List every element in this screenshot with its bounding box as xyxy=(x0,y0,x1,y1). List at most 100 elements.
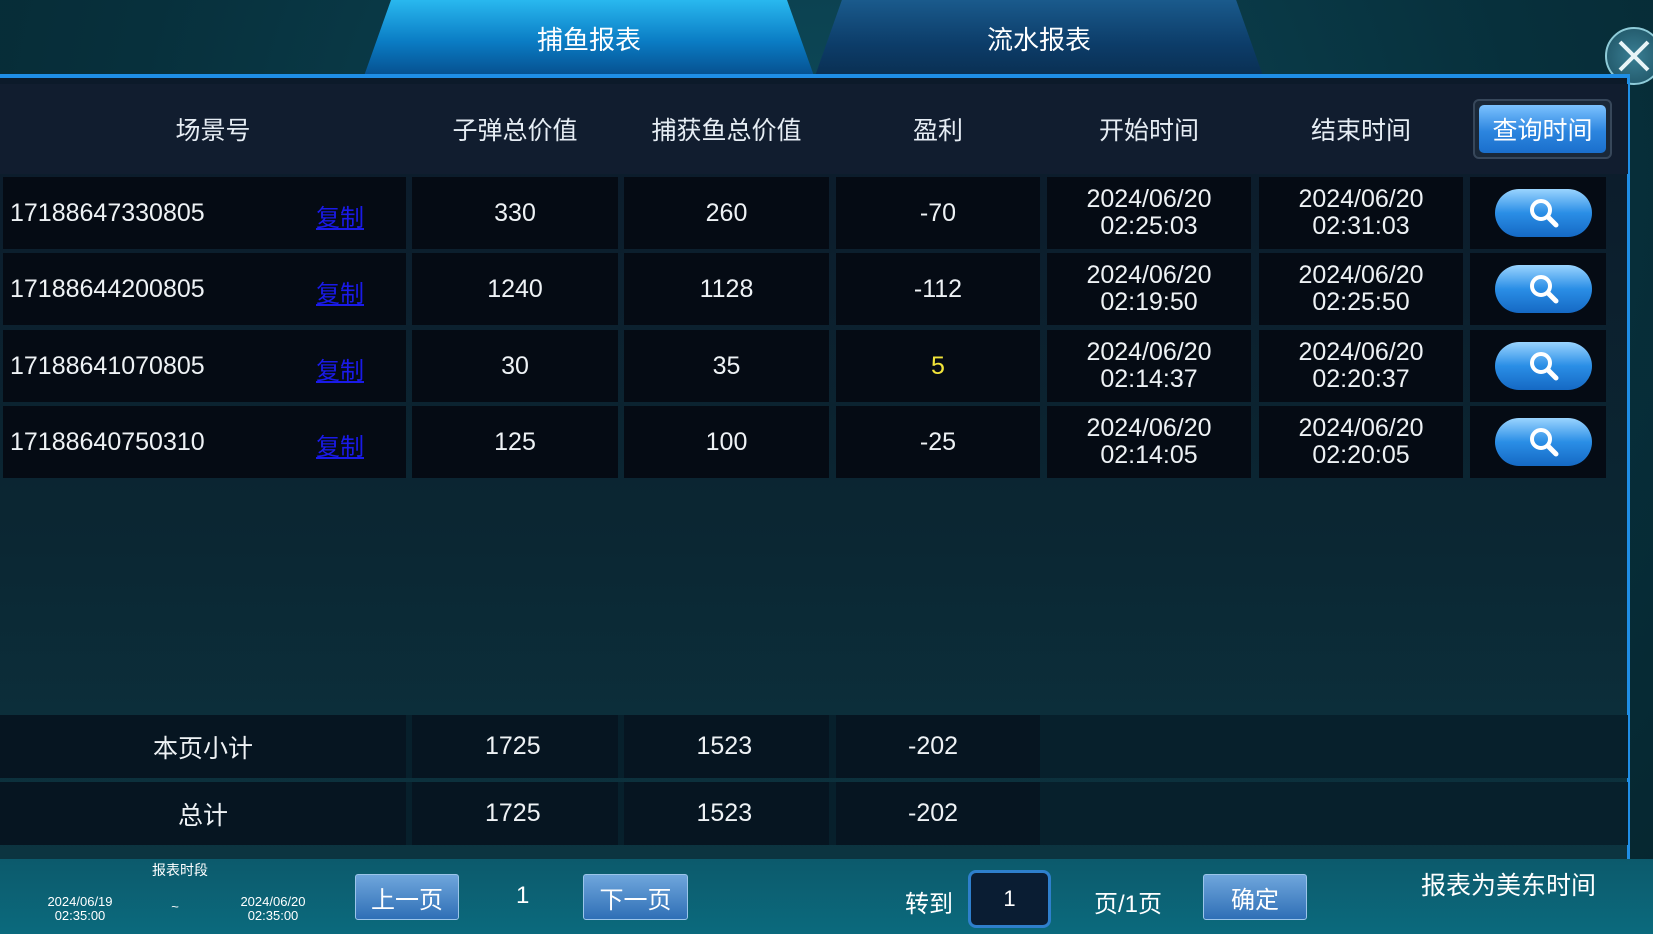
start-time: 02:14:37 xyxy=(1100,365,1198,393)
end-time: 02:25:50 xyxy=(1312,288,1410,316)
header-start-time: 开始时间 xyxy=(1098,117,1199,145)
range-label: 报表时段 xyxy=(152,862,208,878)
end-time: 02:20:37 xyxy=(1312,365,1410,393)
timezone-note: 报表为美东时间 xyxy=(1421,872,1597,900)
close-icon xyxy=(1618,40,1650,72)
start-date: 2024/06/20 xyxy=(1086,338,1212,366)
end-date: 2024/06/20 xyxy=(1298,414,1424,442)
tab-turnover-report[interactable]: 流水报表 xyxy=(815,0,1263,76)
copy-link[interactable]: 复制 xyxy=(316,358,364,385)
catch-value: 100 xyxy=(705,427,748,456)
header-catch-value: 捕获鱼总价值 xyxy=(651,117,802,145)
search-icon xyxy=(1529,428,1558,457)
goto-label: 转到 xyxy=(905,891,953,918)
start-time: 02:19:50 xyxy=(1100,288,1198,316)
to-date: 2024/06/20 xyxy=(240,894,306,909)
start-time: 02:14:05 xyxy=(1100,441,1198,469)
scene-cell: 17188641070805 xyxy=(3,330,406,402)
scene-cell: 17188647330805 xyxy=(3,177,406,249)
end-time-cell: 2024/06/20 02:20:05 xyxy=(1259,406,1463,478)
from-date: 2024/06/19 xyxy=(47,894,113,909)
bullet-value: 30 xyxy=(501,351,529,380)
summary-catch-value: 1523 xyxy=(624,782,829,845)
summary-label: 总计 xyxy=(0,782,406,845)
catch-value-cell: 1128 xyxy=(624,253,829,325)
end-time-cell: 2024/06/20 02:25:50 xyxy=(1259,253,1463,325)
range-from: 2024/06/19 02:35:00 xyxy=(30,895,130,923)
header-scene: 场景号 xyxy=(175,117,251,145)
header-end-time: 结束时间 xyxy=(1310,117,1411,145)
search-icon xyxy=(1529,199,1558,228)
catch-value-cell: 100 xyxy=(624,406,829,478)
scene-id: 17188640750310 xyxy=(10,427,205,456)
prev-page-button[interactable]: 上一页 xyxy=(355,874,459,920)
goto-page-input[interactable] xyxy=(968,870,1051,928)
start-time-cell: 2024/06/20 02:14:37 xyxy=(1047,330,1251,402)
start-time: 02:25:03 xyxy=(1100,212,1198,240)
catch-value: 260 xyxy=(705,198,748,227)
header-bullet-value: 子弹总价值 xyxy=(452,117,578,145)
summary-label: 本页小计 xyxy=(0,715,406,778)
search-detail-button[interactable] xyxy=(1495,265,1592,313)
bullet-value-cell: 30 xyxy=(412,330,618,402)
bullet-value-cell: 330 xyxy=(412,177,618,249)
to-time: 02:35:00 xyxy=(247,908,299,923)
profit-value: -112 xyxy=(913,274,963,303)
page-total: 页/1页 xyxy=(1094,891,1163,918)
start-date: 2024/06/20 xyxy=(1086,414,1212,442)
scene-cell: 17188640750310 xyxy=(3,406,406,478)
copy-link[interactable]: 复制 xyxy=(316,281,364,308)
scene-id: 17188644200805 xyxy=(10,274,205,303)
confirm-button[interactable]: 确定 xyxy=(1203,874,1307,920)
search-detail-button[interactable] xyxy=(1495,418,1592,466)
end-time: 02:20:05 xyxy=(1312,441,1410,469)
next-page-button[interactable]: 下一页 xyxy=(583,874,688,920)
end-time: 02:31:03 xyxy=(1312,212,1410,240)
scene-cell: 17188644200805 xyxy=(3,253,406,325)
summary-profit: -202 xyxy=(836,715,1040,778)
catch-value: 35 xyxy=(712,351,741,380)
catch-value-cell: 260 xyxy=(624,177,829,249)
profit-cell: -25 xyxy=(836,406,1040,478)
start-date: 2024/06/20 xyxy=(1086,261,1212,289)
table-header xyxy=(0,84,1628,174)
summary-profit: -202 xyxy=(836,782,1040,845)
current-page: 1 xyxy=(516,882,530,909)
search-icon xyxy=(1529,352,1558,381)
search-icon xyxy=(1529,275,1558,304)
bullet-value: 1240 xyxy=(487,274,543,303)
end-time-cell: 2024/06/20 02:20:37 xyxy=(1259,330,1463,402)
summary-bullet-value: 1725 xyxy=(412,782,618,845)
tab-fishing-report[interactable]: 捕鱼报表 xyxy=(364,0,814,76)
scene-id: 17188647330805 xyxy=(10,198,205,227)
profit-value: -70 xyxy=(919,198,957,227)
start-time-cell: 2024/06/20 02:25:03 xyxy=(1047,177,1251,249)
end-time-cell: 2024/06/20 02:31:03 xyxy=(1259,177,1463,249)
range-to: 2024/06/20 02:35:00 xyxy=(223,895,323,923)
from-time: 02:35:00 xyxy=(54,908,106,923)
copy-link[interactable]: 复制 xyxy=(316,205,364,232)
search-detail-button[interactable] xyxy=(1495,342,1592,390)
profit-value: 5 xyxy=(931,351,945,380)
end-date: 2024/06/20 xyxy=(1298,185,1424,213)
footer xyxy=(0,859,1653,934)
catch-value-cell: 35 xyxy=(624,330,829,402)
start-date: 2024/06/20 xyxy=(1086,185,1212,213)
end-date: 2024/06/20 xyxy=(1298,261,1424,289)
query-time-label: 查询时间 xyxy=(1479,105,1606,153)
bullet-value: 125 xyxy=(494,427,536,456)
start-time-cell: 2024/06/20 02:19:50 xyxy=(1047,253,1251,325)
search-detail-button[interactable] xyxy=(1495,189,1592,237)
profit-cell: -70 xyxy=(836,177,1040,249)
summary-catch-value: 1523 xyxy=(624,715,829,778)
summary-bullet-value: 1725 xyxy=(412,715,618,778)
bullet-value: 330 xyxy=(494,198,536,227)
profit-cell: -112 xyxy=(836,253,1040,325)
bullet-value-cell: 1240 xyxy=(412,253,618,325)
header-profit: 盈利 xyxy=(912,117,963,145)
query-time-button[interactable]: 查询时间 xyxy=(1473,99,1612,159)
bullet-value-cell: 125 xyxy=(412,406,618,478)
scene-id: 17188641070805 xyxy=(10,351,205,380)
copy-link[interactable]: 复制 xyxy=(316,434,364,461)
profit-cell: 5 xyxy=(836,330,1040,402)
